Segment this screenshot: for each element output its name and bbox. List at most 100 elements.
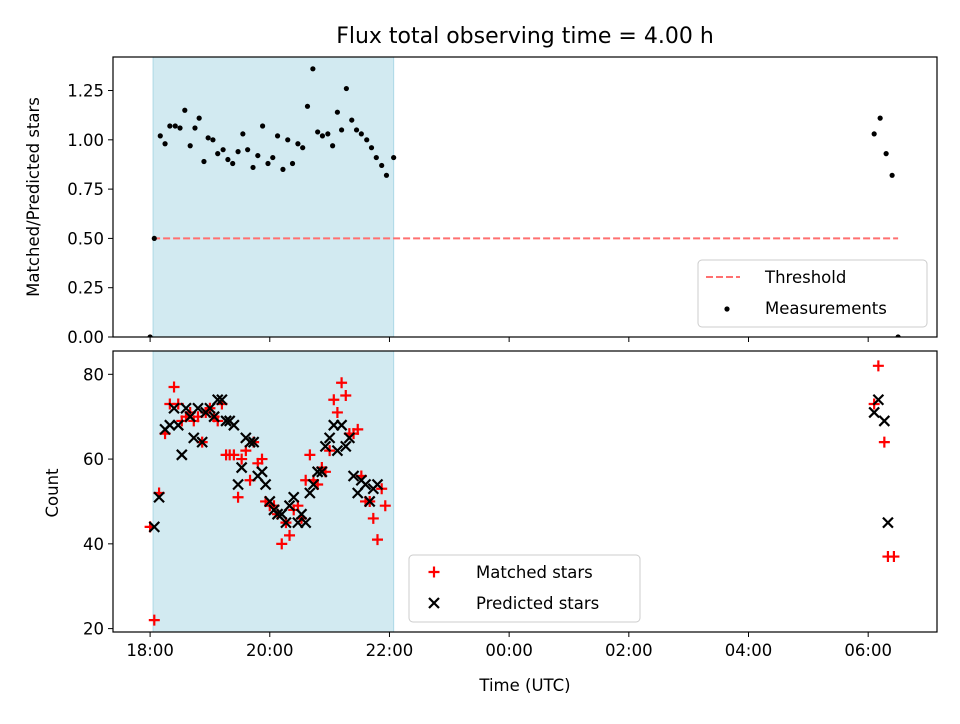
point-measurements-22 (255, 152, 261, 159)
y-tick-label-top-2: 0.50 (67, 229, 104, 248)
point-predicted-stars-55 (371, 478, 384, 491)
axes-frame-top (112, 56, 938, 338)
flux-ratio-panel: 0.00 0.25 0.50 0.75 1.00 1.25 Threshold Measure… (67, 56, 938, 347)
point-measurements-16 (225, 156, 231, 163)
point-predicted-stars-37 (299, 516, 312, 529)
point-measurements-8 (187, 143, 193, 149)
point-measurements-47 (379, 162, 385, 169)
point-predicted-stars-0 (148, 521, 161, 533)
point-measurements-31 (300, 145, 306, 151)
y-tick-label-top-5: 1.25 (67, 82, 104, 101)
point-predicted-stars-9 (188, 432, 200, 444)
point-matched-stars-1 (148, 614, 160, 626)
point-predicted-stars-39 (307, 478, 320, 491)
point-predicted-stars-17 (220, 415, 232, 427)
point-predicted-stars-19 (228, 419, 240, 431)
point-matched-stars-34 (284, 529, 296, 541)
point-predicted-stars-15 (211, 393, 224, 406)
point-predicted-stars-32 (280, 516, 292, 529)
point-predicted-stars-3 (164, 419, 176, 431)
x-tick-label-bottom-5: 04:00 (725, 641, 773, 660)
point-measurements-32 (304, 103, 311, 109)
point-measurements-49 (391, 154, 397, 161)
legend-label-bottom-1: Predicted stars (476, 594, 599, 613)
point-predicted-stars-53 (363, 495, 376, 508)
legend-box-top (697, 259, 928, 328)
point-predicted-stars-57 (872, 393, 885, 406)
legend-label-top-0: Threshold (764, 268, 846, 287)
point-measurements-54 (895, 334, 901, 337)
point-predicted-stars-38 (304, 487, 316, 499)
observing-span-top (152, 56, 395, 338)
star-count-panel: 18:00 20:00 22:00 00:00 02:00 04:00 06:00 20 40 6… (83, 350, 938, 660)
y-tick-label-bottom-1: 40 (83, 535, 104, 554)
point-predicted-stars-24 (247, 436, 260, 448)
point-predicted-stars-45 (331, 444, 344, 457)
point-measurements-1 (151, 235, 157, 242)
x-axis-label: Time (UTC) (478, 676, 570, 695)
point-measurements-43 (358, 131, 364, 137)
y-tick-label-top-4: 1.00 (67, 131, 104, 150)
point-measurements-17 (230, 160, 236, 167)
point-measurements-52 (883, 151, 889, 157)
point-predicted-stars-26 (256, 466, 268, 478)
point-predicted-stars-4 (168, 402, 180, 414)
axes-frame-bottom (112, 350, 938, 633)
point-measurements-33 (310, 66, 316, 72)
point-matched-stars-48 (340, 390, 352, 402)
point-predicted-stars-34 (287, 491, 300, 503)
y-axis-label-top: Matched/Predicted stars (24, 97, 43, 297)
point-measurements-39 (338, 127, 345, 133)
point-matched-stars-58 (379, 500, 391, 512)
point-measurements-12 (205, 135, 211, 141)
point-measurements-4 (167, 123, 173, 129)
observing-span-bottom (152, 350, 395, 633)
y-tick-label-bottom-0: 20 (83, 620, 104, 639)
point-predicted-stars-49 (347, 470, 360, 482)
legend-label-bottom-0: Matched stars (476, 563, 593, 582)
point-measurements-48 (383, 172, 390, 178)
point-matched-stars-20 (228, 449, 240, 461)
point-measurements-29 (289, 160, 296, 167)
point-predicted-stars-33 (283, 499, 296, 512)
y-tick-label-top-1: 0.25 (67, 279, 104, 298)
point-measurements-19 (240, 131, 246, 137)
chart-title: Flux total observing time = 4.00 h (336, 24, 714, 49)
point-measurements-2 (157, 133, 163, 139)
x-tick-label-bottom-0: 18:00 (126, 641, 174, 660)
point-predicted-stars-58 (878, 415, 891, 427)
point-measurements-23 (260, 123, 266, 129)
point-measurements-45 (368, 145, 375, 151)
point-measurements-10 (196, 115, 202, 121)
point-predicted-stars-28 (264, 495, 276, 508)
point-measurements-0 (147, 334, 153, 337)
plot-area-bottom (144, 360, 900, 626)
point-matched-stars-22 (236, 453, 248, 465)
point-predicted-stars-7 (180, 402, 192, 414)
point-matched-stars-46 (331, 406, 343, 418)
point-measurements-20 (245, 147, 251, 153)
point-matched-stars-21 (232, 491, 244, 503)
point-predicted-stars-41 (316, 466, 328, 478)
point-matched-stars-60 (872, 360, 884, 372)
point-predicted-stars-42 (319, 440, 332, 453)
point-measurements-53 (889, 172, 895, 178)
point-measurements-7 (182, 107, 188, 113)
point-predicted-stars-27 (259, 478, 272, 491)
point-matched-stars-45 (328, 394, 340, 406)
point-matched-stars-39 (304, 449, 316, 461)
point-predicted-stars-14 (208, 410, 220, 423)
point-measurements-37 (330, 143, 336, 149)
point-measurements-51 (877, 115, 883, 121)
point-matched-stars-5 (168, 381, 180, 393)
point-measurements-40 (343, 85, 349, 92)
point-predicted-stars-16 (216, 393, 228, 406)
point-predicted-stars-40 (311, 466, 324, 478)
point-measurements-34 (315, 129, 321, 135)
x-tick-label-bottom-1: 20:00 (246, 641, 294, 660)
point-measurements-27 (280, 166, 286, 172)
x-tick-label-bottom-4: 02:00 (605, 641, 653, 660)
point-predicted-stars-46 (335, 419, 348, 431)
point-measurements-38 (334, 109, 341, 115)
point-measurements-44 (364, 137, 370, 143)
